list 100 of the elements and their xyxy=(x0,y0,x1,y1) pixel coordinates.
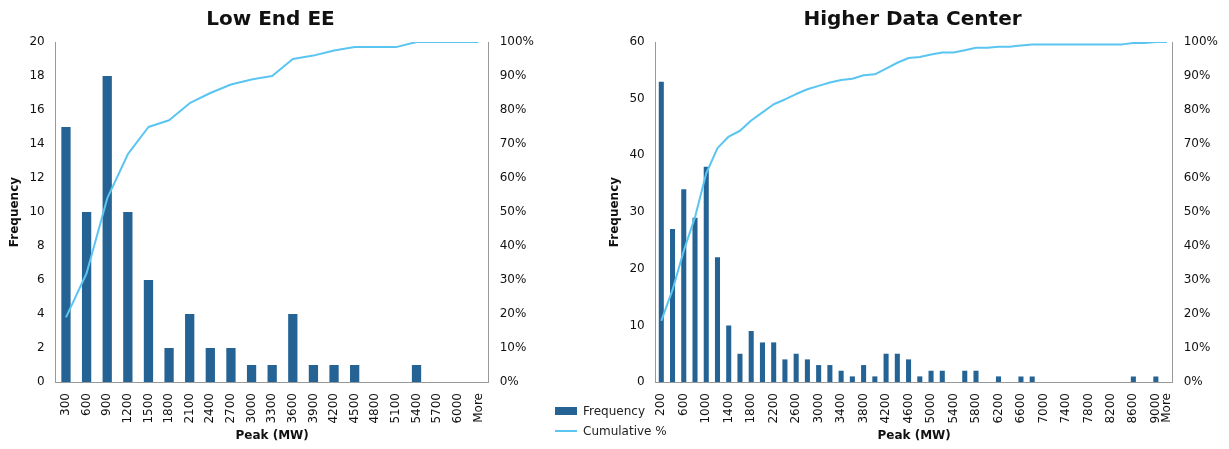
bar xyxy=(61,127,71,383)
bar xyxy=(917,376,923,383)
y2-tick-label: 80% xyxy=(1183,102,1211,117)
y-tick-label: 30 xyxy=(629,204,645,219)
y2-tick-label: 0% xyxy=(1183,374,1203,389)
bar xyxy=(411,365,422,383)
y2-tick-label: 40% xyxy=(499,238,527,253)
bar xyxy=(205,348,215,383)
y-tick-label: 4 xyxy=(37,306,45,321)
bar xyxy=(246,365,257,383)
y-axis-title: Frequency xyxy=(607,176,622,248)
y2-tick-label: 30% xyxy=(499,272,527,287)
bar xyxy=(692,217,698,383)
x-axis-title: Peak (MW) xyxy=(877,427,951,442)
y2-tick-label: 10% xyxy=(1183,340,1211,355)
bar xyxy=(816,365,822,383)
y2-tick-label: 50% xyxy=(499,204,527,219)
bar xyxy=(1130,376,1136,383)
bar xyxy=(185,314,195,383)
bar xyxy=(995,376,1002,383)
bar xyxy=(962,370,968,383)
x-tick-label: 4200 xyxy=(326,393,341,424)
bar xyxy=(894,353,900,383)
bar xyxy=(939,370,945,383)
bar xyxy=(1029,376,1035,383)
x-tick-label: 4200 xyxy=(878,393,893,424)
bar xyxy=(308,365,319,383)
x-tick-label: 4600 xyxy=(900,393,915,424)
bar xyxy=(81,212,92,383)
x-tick-label: 1200 xyxy=(119,393,134,424)
x-tick-label: 2400 xyxy=(202,393,217,424)
x-tick-label: 1400 xyxy=(720,393,735,424)
x-tick-label: 300 xyxy=(58,393,73,416)
y2-tick-label: 0% xyxy=(499,374,519,389)
x-tick-label: 5400 xyxy=(408,393,423,424)
y2-tick-label: 60% xyxy=(1183,170,1211,185)
x-tick-label: 5800 xyxy=(968,393,983,424)
x-tick-label: 2100 xyxy=(181,393,196,424)
y2-tick-label: 70% xyxy=(1183,136,1211,151)
bar xyxy=(681,189,687,383)
bar xyxy=(670,229,676,383)
x-tick-label: 2600 xyxy=(788,393,803,424)
y-tick-label: 60 xyxy=(629,34,645,49)
y2-tick-label: 90% xyxy=(1183,68,1211,83)
x-tick-label: More xyxy=(470,393,485,423)
y-tick-label: 40 xyxy=(629,147,645,162)
bar xyxy=(714,257,721,383)
bar xyxy=(861,365,867,383)
legend-label: Frequency xyxy=(583,404,645,418)
x-tick-label: 900 xyxy=(99,393,114,416)
x-tick-label: 600 xyxy=(675,393,690,416)
y2-tick-label: 20% xyxy=(1183,306,1211,321)
y2-tick-label: 100% xyxy=(499,34,535,49)
x-tick-label: 3400 xyxy=(833,393,848,424)
y2-tick-label: 70% xyxy=(499,136,527,151)
y-tick-label: 8 xyxy=(37,238,45,253)
bar xyxy=(658,81,664,383)
x-tick-label: 5700 xyxy=(429,393,444,424)
bar xyxy=(748,331,754,383)
x-tick-label: 5000 xyxy=(923,393,938,424)
bar xyxy=(771,342,777,383)
y-tick-label: 2 xyxy=(37,340,45,355)
x-tick-label: 3600 xyxy=(284,393,299,424)
y-axis-title: Frequency xyxy=(7,176,22,248)
bar xyxy=(883,353,889,383)
bar xyxy=(703,166,709,383)
x-tick-label: 4500 xyxy=(346,393,361,424)
chart-title: Low End EE xyxy=(206,6,335,31)
y-tick-label: 10 xyxy=(29,204,45,219)
bar xyxy=(1018,376,1024,383)
bar xyxy=(288,314,298,383)
y-tick-label: 20 xyxy=(629,260,645,275)
x-tick-label: 8200 xyxy=(1103,393,1117,424)
bar xyxy=(123,212,133,383)
bar xyxy=(350,365,360,383)
x-tick-label: 6200 xyxy=(990,393,1005,424)
bar xyxy=(872,376,878,383)
bar xyxy=(737,353,743,383)
bar xyxy=(759,342,765,383)
x-tick-label: 1500 xyxy=(140,393,155,424)
bar xyxy=(793,353,799,383)
x-tick-label: 600 xyxy=(78,393,93,416)
y-tick-label: 18 xyxy=(29,68,45,83)
x-tick-label: 2700 xyxy=(223,393,238,424)
x-tick-label: 8600 xyxy=(1125,393,1140,424)
x-tick-label: 5400 xyxy=(945,393,960,424)
y-tick-label: 12 xyxy=(29,170,45,185)
bar xyxy=(267,365,277,383)
x-axis-title: Peak (MW) xyxy=(235,427,309,442)
chart-title: Higher Data Center xyxy=(803,6,1022,31)
y2-tick-label: 80% xyxy=(499,102,527,117)
x-tick-label: 1800 xyxy=(743,393,758,424)
bar xyxy=(226,348,236,383)
bar xyxy=(143,280,154,383)
y2-tick-label: 30% xyxy=(1183,272,1211,287)
bar xyxy=(102,76,112,383)
y-tick-label: 10 xyxy=(629,317,645,332)
x-tick-label: 9000 xyxy=(1147,393,1162,424)
y-tick-label: 0 xyxy=(637,374,645,389)
bar xyxy=(827,365,833,383)
